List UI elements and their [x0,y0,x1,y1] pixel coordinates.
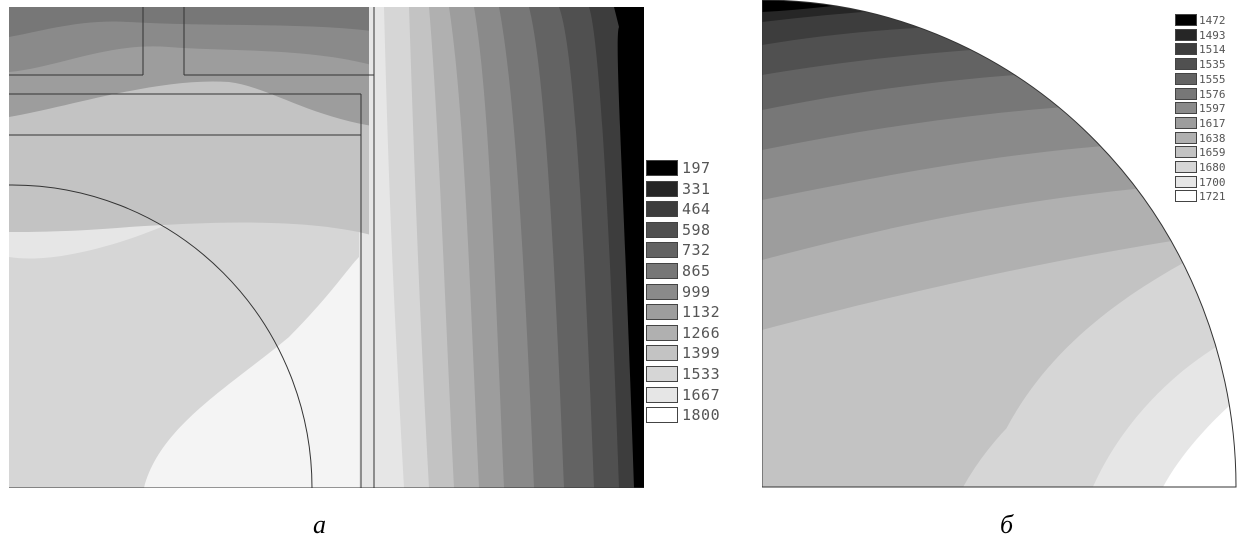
legend-swatch [1175,161,1197,173]
legend-swatch [1175,72,1197,85]
contour-plot-b [762,0,1237,488]
legend-value: 999 [682,282,711,301]
legend-value: 1514 [1199,43,1226,57]
legend-value: 1535 [1199,58,1226,72]
legend-value: 1493 [1199,28,1226,42]
legend-swatch [1175,58,1197,71]
legend-swatch [646,242,678,259]
legend-value: 1399 [682,344,721,363]
legend-value: 1472 [1199,14,1226,27]
legend-swatch [1175,131,1197,144]
legend-value: 1576 [1199,87,1226,101]
legend-swatch [1175,146,1197,159]
legend-swatch [646,366,678,382]
legend-swatch [1175,14,1197,26]
legend-value: 1266 [682,323,721,342]
legend-value: 1617 [1199,116,1226,130]
legend-swatch [1175,87,1197,100]
legend-value: 1638 [1199,131,1226,145]
legend-swatch [646,407,678,424]
legend-swatch [1175,190,1197,203]
legend-value: 1659 [1199,146,1226,160]
legend-swatch [646,345,678,362]
legend-swatch [646,324,678,341]
legend-value: 1680 [1199,161,1226,174]
legend-swatch [646,201,678,218]
legend-value: 1667 [682,385,721,404]
legend-value: 197 [682,159,711,177]
legend-value: 1533 [682,365,721,383]
legend-swatch [1175,43,1197,56]
legend-swatch [646,283,678,300]
legend-value: 1721 [1199,190,1226,204]
legend-value: 1700 [1199,175,1226,189]
legend-value: 464 [682,200,711,219]
legend-value: 732 [682,241,711,260]
legend-value: 1597 [1199,102,1226,116]
legend-swatch [646,180,678,197]
caption-b: б [1000,510,1014,539]
legend-swatch [646,221,678,238]
legend-value: 1132 [682,303,721,322]
legend-value: 865 [682,262,711,280]
legend-value: 1800 [682,406,721,425]
legend-swatch [1175,175,1197,188]
contour-plot-a [9,7,644,488]
legend-value: 598 [682,220,711,239]
legend-swatch [646,386,678,403]
legend-swatch [1175,102,1197,115]
legend-swatch [1175,116,1197,129]
legend-value: 1555 [1199,72,1226,86]
legend-swatch [646,160,678,176]
legend-swatch [1175,28,1197,41]
caption-a: а [313,510,326,539]
legend-swatch [646,263,678,279]
legend-value: 331 [682,179,711,198]
legend-swatch [646,304,678,321]
